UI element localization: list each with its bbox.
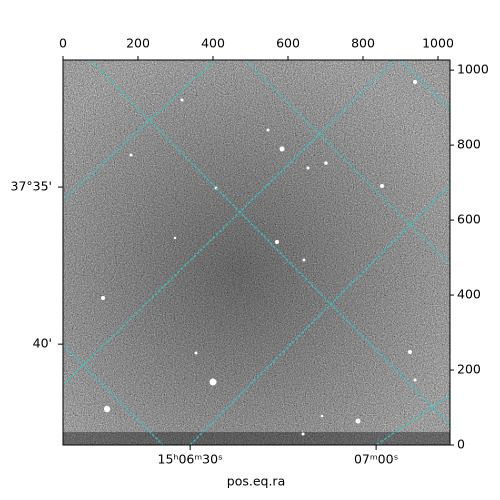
dec-tick-label: 40'	[33, 336, 52, 351]
x-tick-label: 400	[201, 36, 225, 51]
stars	[101, 80, 417, 436]
frame	[62, 59, 451, 446]
ra-tick-label: 07ᵐ00ˢ	[354, 452, 398, 467]
x-tick-label: 0	[59, 36, 67, 51]
y-tick-label: 1000	[457, 62, 489, 77]
y-tick-label: 600	[457, 212, 481, 227]
dec-tick-label: 37°35'	[11, 179, 53, 194]
y-tick-label: 400	[457, 287, 481, 302]
x-tick-label: 800	[351, 36, 375, 51]
ra-tick-label: 15ʰ06ᵐ30ˢ	[158, 452, 223, 467]
x-label: pos.eq.ra	[227, 474, 285, 489]
y-tick-label: 0	[457, 437, 465, 452]
x-tick-label: 200	[126, 36, 150, 51]
x-tick-label: 1000	[422, 36, 454, 51]
sky-image	[63, 60, 450, 445]
x-tick-label: 600	[276, 36, 300, 51]
coordinate-grid	[63, 60, 450, 445]
y-tick-label: 800	[457, 137, 481, 152]
y-tick-label: 200	[457, 362, 481, 377]
